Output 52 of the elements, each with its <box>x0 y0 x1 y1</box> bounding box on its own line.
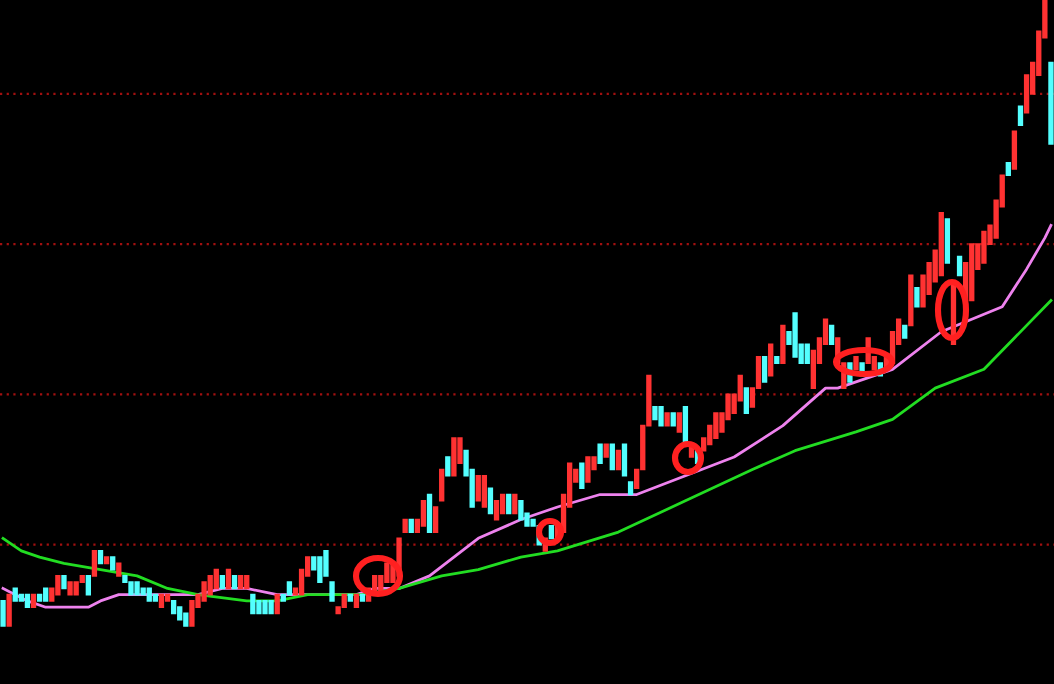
candlestick <box>914 287 920 308</box>
candlestick <box>432 506 439 533</box>
candlestick <box>91 550 98 577</box>
candlestick <box>85 575 92 596</box>
candlestick <box>743 387 749 414</box>
candlestick <box>445 456 451 477</box>
candlestick <box>981 230 987 264</box>
candlestick <box>493 499 500 521</box>
candlestick <box>1017 105 1024 127</box>
candlestick <box>189 600 195 627</box>
candlestick <box>761 355 768 383</box>
candlestick <box>426 493 433 533</box>
candlestick <box>475 474 481 502</box>
candlestick <box>944 218 951 264</box>
candlestick <box>323 550 329 577</box>
candlestick <box>609 443 615 471</box>
candlestick <box>676 412 682 433</box>
candlestick <box>451 437 457 477</box>
candlestick <box>213 568 219 590</box>
candlestick <box>384 562 390 583</box>
candlestick <box>597 443 603 465</box>
candlestick <box>317 556 323 583</box>
candlestick <box>658 406 664 427</box>
candlestick <box>207 575 213 596</box>
candlestick <box>585 456 591 483</box>
candlestick <box>768 343 774 377</box>
candlestick <box>250 593 256 615</box>
candlestick <box>713 412 719 440</box>
candlestick <box>804 343 810 364</box>
candlestick <box>518 499 524 521</box>
candlestick <box>274 593 280 615</box>
candlestick <box>512 493 518 515</box>
candlestick <box>439 468 445 502</box>
candlestick <box>792 312 798 358</box>
candlestick <box>579 462 585 490</box>
candlestick <box>55 575 61 596</box>
candlestick <box>1011 130 1018 170</box>
candlestick <box>956 255 963 277</box>
candlestick <box>506 493 512 515</box>
candlestick <box>615 449 622 471</box>
candlestick <box>828 324 835 346</box>
candlestick <box>481 474 488 508</box>
candlestick <box>225 568 232 590</box>
candlestick <box>6 593 12 627</box>
candlestick <box>201 581 207 602</box>
candlestick <box>780 324 786 364</box>
candlestick <box>0 600 6 627</box>
candlestick <box>621 443 628 477</box>
candlestick <box>329 581 335 602</box>
candlestick <box>487 487 494 515</box>
candlestick <box>499 493 506 515</box>
candlestick <box>420 499 427 527</box>
